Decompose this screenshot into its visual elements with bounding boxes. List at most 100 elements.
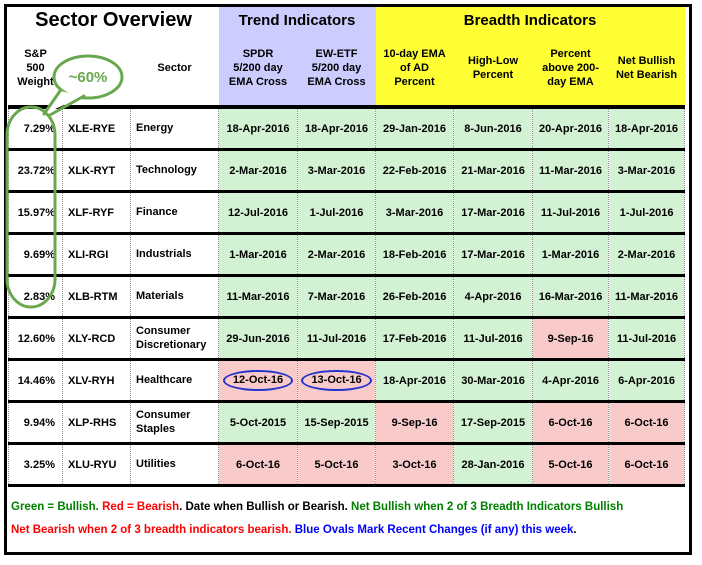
- col-header-percent-above-200ema: Percent above 200- day EMA: [532, 33, 609, 109]
- legend: Green = Bullish. Red = Bearish. Date whe…: [7, 487, 689, 542]
- symbol-cell: XLE-RYE: [62, 105, 131, 151]
- date-cell: 6-Oct-16: [608, 442, 686, 487]
- date-cell: 5-Oct-2015: [218, 400, 298, 445]
- date-cell: 29-Jun-2016: [218, 316, 298, 361]
- sector-cell: Consumer Discretionary: [130, 316, 219, 361]
- date-cell: 18-Apr-2016: [608, 105, 686, 151]
- date-cell: 17-Mar-2016: [453, 190, 533, 235]
- weight-cell: 3.25%: [8, 442, 63, 487]
- col-header-high-low-percent: High-Low Percent: [453, 33, 533, 109]
- table-row: 9.94% XLP-RHS Consumer Staples 5-Oct-2015 15…: [8, 400, 686, 445]
- col-header-symbol: [62, 33, 131, 109]
- col-header-sector: Sector: [130, 33, 219, 109]
- table-row: 2.83% XLB-RTM Materials 11-Mar-2016 7-Mar-20…: [8, 274, 686, 319]
- date-cell: 5-Oct-16: [532, 442, 609, 487]
- table-row: 12.60% XLY-RCD Consumer Discretionary 29-Ju…: [8, 316, 686, 361]
- date-cell: 1-Mar-2016: [218, 232, 298, 277]
- symbol-cell: XLF-RYF: [62, 190, 131, 235]
- breadth-indicators-header: Breadth Indicators: [375, 7, 685, 33]
- weight-cell: 2.83%: [8, 274, 63, 319]
- table-row: 23.72% XLK-RYT Technology 2-Mar-2016 3-Mar-2…: [8, 148, 686, 193]
- sector-cell: Utilities: [130, 442, 219, 487]
- legend-text-segment: .: [179, 501, 186, 513]
- col-header-net-bullish-bearish: Net Bullish Net Bearish: [608, 33, 685, 109]
- date-cell: 7-Mar-2016: [296, 274, 376, 319]
- group-header-row: Sector Overview Trend Indicators Breadth…: [8, 7, 685, 33]
- date-cell: 4-Apr-2016: [532, 358, 609, 403]
- date-cell: 17-Sep-2015: [453, 400, 533, 445]
- sector-cell: Healthcare: [130, 358, 219, 403]
- date-cell: 11-Jul-2016: [453, 316, 533, 361]
- date-cell: 6-Oct-16: [218, 442, 298, 487]
- legend-text-segment: .: [573, 524, 577, 536]
- symbol-cell: XLB-RTM: [62, 274, 131, 319]
- weight-cell: 9.69%: [8, 232, 63, 277]
- table-row: 15.97% XLF-RYF Finance 12-Jul-2016 1-Jul-201…: [8, 190, 686, 235]
- date-cell: 3-Oct-16: [375, 442, 454, 487]
- table-row: 9.69% XLI-RGI Industrials 1-Mar-2016 2-Mar-2…: [8, 232, 686, 277]
- date-cell: 1-Jul-2016: [296, 190, 376, 235]
- date-cell: 2-Mar-2016: [218, 148, 298, 193]
- weight-cell: 7.29%: [8, 105, 63, 151]
- legend-text-segment: Blue Ovals Mark Recent Changes (if any) …: [294, 524, 574, 536]
- trend-indicators-header: Trend Indicators: [218, 7, 376, 33]
- symbol-cell: XLU-RYU: [62, 442, 131, 487]
- symbol-cell: XLP-RHS: [62, 400, 131, 445]
- table-body: 7.29% XLE-RYE Energy 18-Apr-2016 18-Apr-2016…: [8, 105, 686, 487]
- date-cell: 26-Feb-2016: [375, 274, 454, 319]
- sector-cell: Materials: [130, 274, 219, 319]
- weight-cell: 12.60%: [8, 316, 63, 361]
- date-cell: 13-Oct-16: [296, 358, 376, 403]
- sector-cell: Energy: [130, 105, 219, 151]
- date-cell: 3-Mar-2016: [375, 190, 454, 235]
- sector-cell: Consumer Staples: [130, 400, 219, 445]
- legend-text-segment: Red = Bearish: [102, 501, 180, 513]
- legend-text-segment: Net Bullish when 2 of 3 Breadth Indicato…: [351, 501, 624, 513]
- legend-line-1: Green = Bullish. Red = Bearish. Date whe…: [11, 496, 689, 519]
- column-header-row: S&P 500 Weight Sector SPDR 5/200 day EMA…: [8, 33, 685, 109]
- date-cell: 17-Mar-2016: [453, 232, 533, 277]
- date-cell: 18-Apr-2016: [218, 105, 298, 151]
- col-header-weight: S&P 500 Weight: [8, 33, 63, 109]
- outer-frame: Sector Overview Trend Indicators Breadth…: [4, 4, 692, 555]
- sector-cell: Industrials: [130, 232, 219, 277]
- date-cell: 1-Jul-2016: [608, 190, 686, 235]
- date-cell: 18-Apr-2016: [375, 358, 454, 403]
- date-cell: 2-Mar-2016: [608, 232, 686, 277]
- weight-cell: 9.94%: [8, 400, 63, 445]
- table-row: 14.46% XLV-RYH Healthcare 12-Oct-16 13-Oct-1…: [8, 358, 686, 403]
- date-cell: 28-Jan-2016: [453, 442, 533, 487]
- symbol-cell: XLI-RGI: [62, 232, 131, 277]
- table-header: Sector Overview Trend Indicators Breadth…: [8, 7, 685, 109]
- legend-text-segment: Net Bearish when 2 of 3 breadth indicato…: [11, 524, 295, 536]
- symbol-cell: XLY-RCD: [62, 316, 131, 361]
- table-row: 7.29% XLE-RYE Energy 18-Apr-2016 18-Apr-2016…: [8, 105, 686, 151]
- table-row: 3.25% XLU-RYU Utilities 6-Oct-16 5-Oct-16 3-O…: [8, 442, 686, 487]
- weight-cell: 14.46%: [8, 358, 63, 403]
- date-cell: 11-Jul-2016: [532, 190, 609, 235]
- date-cell: 4-Apr-2016: [453, 274, 533, 319]
- date-cell: 6-Oct-16: [532, 400, 609, 445]
- date-cell: 6-Apr-2016: [608, 358, 686, 403]
- date-cell: 16-Mar-2016: [532, 274, 609, 319]
- date-cell: 8-Jun-2016: [453, 105, 533, 151]
- date-cell: 22-Feb-2016: [375, 148, 454, 193]
- date-cell: 20-Apr-2016: [532, 105, 609, 151]
- date-cell: 11-Jul-2016: [608, 316, 686, 361]
- date-cell: 29-Jan-2016: [375, 105, 454, 151]
- date-cell: 11-Mar-2016: [532, 148, 609, 193]
- weight-cell: 23.72%: [8, 148, 63, 193]
- sector-table: Sector Overview Trend Indicators Breadth…: [8, 7, 686, 487]
- page-title: Sector Overview: [8, 7, 219, 33]
- date-cell: 18-Feb-2016: [375, 232, 454, 277]
- sector-cell: Finance: [130, 190, 219, 235]
- legend-text-segment: Date when Bullish or Bearish.: [185, 501, 352, 513]
- date-cell: 3-Mar-2016: [296, 148, 376, 193]
- date-cell: 17-Feb-2016: [375, 316, 454, 361]
- date-cell: 11-Jul-2016: [296, 316, 376, 361]
- symbol-cell: XLK-RYT: [62, 148, 131, 193]
- date-cell: 3-Mar-2016: [608, 148, 686, 193]
- date-cell: 30-Mar-2016: [453, 358, 533, 403]
- symbol-cell: XLV-RYH: [62, 358, 131, 403]
